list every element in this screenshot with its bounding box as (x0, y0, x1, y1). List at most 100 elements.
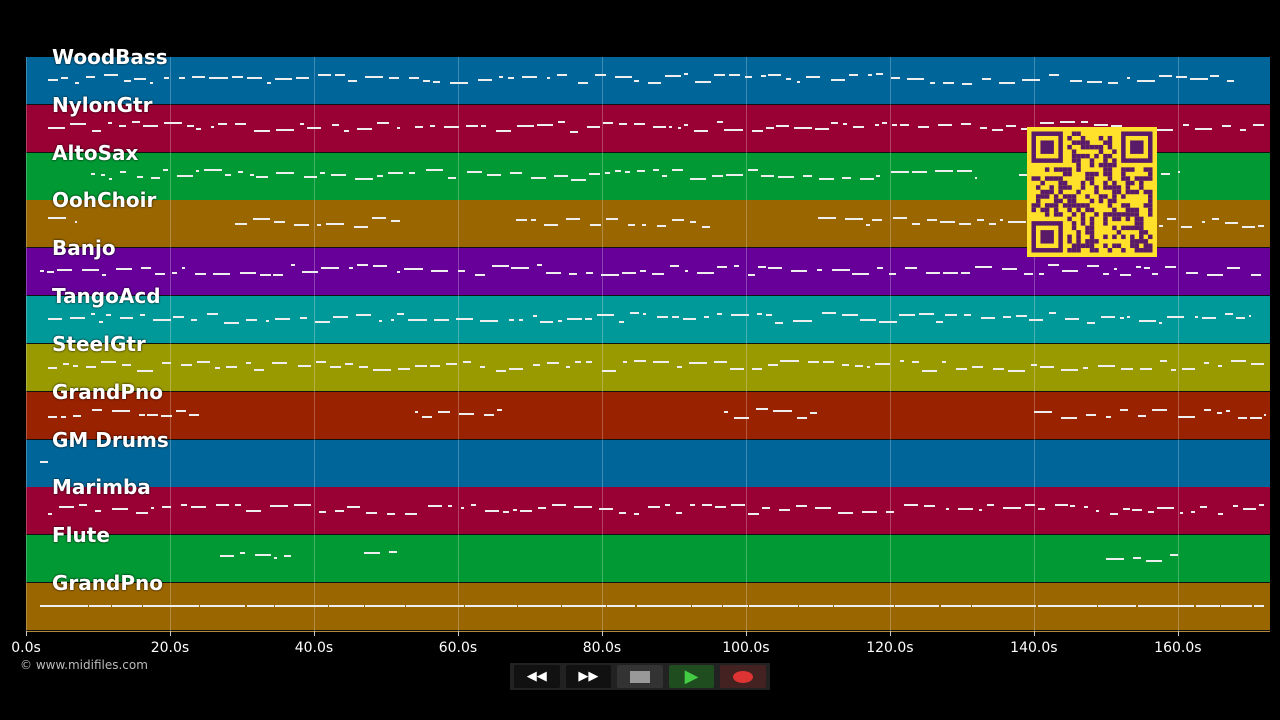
note (1154, 128, 1173, 131)
stop-button[interactable] (617, 665, 663, 688)
note (115, 268, 132, 271)
note (1202, 220, 1206, 223)
note (274, 557, 278, 560)
note (254, 369, 264, 372)
note (477, 79, 493, 82)
note (642, 312, 647, 315)
note (224, 174, 232, 177)
note (671, 219, 685, 222)
note (656, 315, 668, 318)
note (364, 76, 383, 79)
note (1094, 124, 1109, 127)
note (1158, 225, 1164, 228)
note (1202, 317, 1216, 320)
note (326, 222, 344, 225)
fast-forward-button[interactable]: ▶▶ (565, 665, 612, 688)
note (1156, 507, 1175, 510)
note (1243, 507, 1256, 510)
note (347, 505, 361, 508)
note (981, 77, 992, 80)
note (900, 360, 904, 363)
note (108, 122, 113, 125)
note (899, 123, 910, 126)
note (47, 126, 65, 129)
note (1167, 218, 1176, 221)
note (841, 364, 849, 367)
note (176, 409, 187, 412)
note (972, 605, 1037, 608)
note (871, 219, 883, 222)
note (1180, 225, 1192, 228)
note (773, 410, 792, 412)
note (1105, 558, 1125, 561)
note (444, 126, 459, 129)
note (163, 168, 169, 171)
note (776, 124, 790, 127)
note (532, 363, 540, 366)
note (1181, 367, 1196, 370)
note (821, 312, 836, 315)
note (1132, 556, 1141, 559)
note (1060, 121, 1076, 124)
note (889, 273, 897, 276)
play-button[interactable]: ▶ (668, 665, 715, 688)
note (760, 74, 766, 77)
note (455, 317, 474, 320)
note (330, 365, 342, 368)
note (91, 408, 103, 411)
note (1170, 368, 1177, 371)
note (935, 169, 953, 172)
note (1003, 315, 1012, 318)
note (566, 217, 581, 220)
note (231, 76, 244, 79)
note (619, 123, 627, 126)
record-button[interactable] (720, 665, 766, 688)
note (1069, 504, 1075, 507)
note (40, 270, 44, 273)
track-lane (26, 583, 1270, 632)
transport-controls: ◀◀ ▶▶ ▶ (510, 663, 770, 690)
note (999, 218, 1004, 221)
note (430, 124, 435, 127)
note (799, 605, 833, 608)
note (1126, 316, 1131, 319)
note (552, 504, 566, 507)
note (589, 224, 601, 227)
note (414, 126, 423, 129)
note (95, 509, 102, 512)
note (1120, 274, 1132, 277)
note (1108, 81, 1119, 84)
note (275, 128, 294, 131)
note (944, 313, 958, 316)
note (912, 360, 920, 363)
grid-line (313, 57, 315, 631)
note (354, 225, 368, 228)
note (942, 82, 954, 85)
note (465, 124, 479, 127)
note (397, 126, 401, 129)
note (926, 271, 940, 274)
note (252, 218, 271, 221)
note (575, 361, 581, 364)
note (633, 122, 646, 125)
note (212, 272, 231, 275)
note (47, 217, 66, 220)
note (993, 368, 1004, 371)
note (859, 178, 874, 181)
rewind-button[interactable]: ◀◀ (514, 665, 560, 688)
note (423, 80, 430, 83)
note (683, 73, 688, 76)
note (373, 264, 387, 267)
note (1204, 408, 1212, 411)
note (585, 361, 593, 364)
note (1204, 361, 1210, 364)
note (817, 269, 822, 272)
track-name: GrandPno (52, 379, 163, 404)
note (1227, 80, 1234, 83)
note (318, 511, 327, 514)
note (1218, 513, 1224, 516)
note (387, 172, 404, 175)
note (1038, 508, 1045, 511)
axis-tick-label: 60.0s (438, 640, 478, 656)
note (85, 366, 97, 369)
